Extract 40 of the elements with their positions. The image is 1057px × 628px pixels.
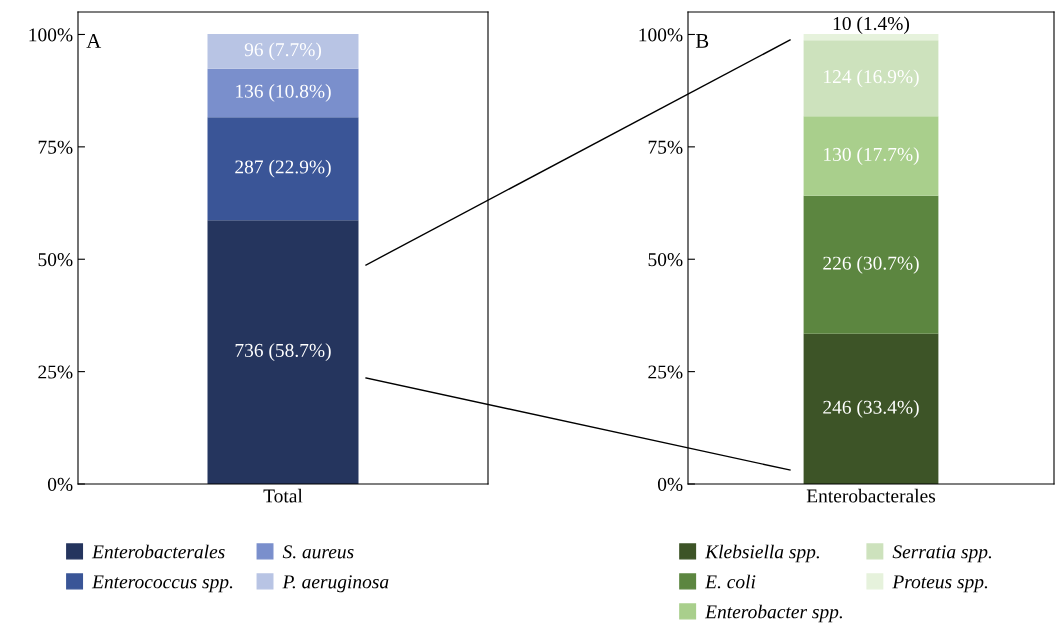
bar xyxy=(803,333,939,484)
data-label: 226 (30.7%) xyxy=(823,256,919,274)
legend-label: Proteus spp. xyxy=(892,575,988,593)
bar xyxy=(803,195,939,334)
data-label: 10 (1.4%) xyxy=(833,16,910,35)
bar xyxy=(803,40,939,117)
y-tick-label: 75% xyxy=(38,140,73,154)
x-tick-label: Total xyxy=(263,488,303,503)
data-label: 736 (58.7%) xyxy=(235,343,331,361)
legend-label: E. coli xyxy=(704,574,756,589)
legend-label: Enterococcus spp. xyxy=(91,575,233,593)
y-tick-label: 50% xyxy=(38,253,73,267)
y-tick-label: 0% xyxy=(657,477,683,491)
legend-label: P. aeruginosa xyxy=(282,575,389,593)
legend-label: Serratia spp. xyxy=(892,545,992,563)
text: A xyxy=(86,33,102,48)
bar xyxy=(207,220,359,484)
data-label: 287 (22.9%) xyxy=(235,159,331,178)
bar xyxy=(207,68,359,118)
data-label: 96 (7.7%) xyxy=(244,42,322,61)
data-label: 246 (33.4%) xyxy=(823,400,919,418)
data-label: 130 (17.7%) xyxy=(824,147,919,165)
y-tick-label: 50% xyxy=(648,253,683,267)
y-tick-label: 75% xyxy=(648,140,683,154)
text: B xyxy=(695,34,709,48)
legend-label: Klebsiella spp. xyxy=(704,544,819,563)
legend-label: S. aureus xyxy=(282,545,354,559)
legend-label: Enterobacterales xyxy=(91,544,225,559)
data-label: 136 (10.8%) xyxy=(236,84,331,102)
bar xyxy=(207,117,359,221)
y-tick-label: 25% xyxy=(648,365,683,379)
bar xyxy=(803,116,939,196)
bar xyxy=(207,34,359,69)
y-tick-label: 100% xyxy=(29,28,73,42)
y-tick-label: 0% xyxy=(47,477,73,491)
y-tick-label: 25% xyxy=(38,365,73,379)
data-label: 124 (16.9%) xyxy=(824,69,919,88)
y-tick-label: 100% xyxy=(639,28,683,42)
bar xyxy=(803,34,939,41)
legend-label: Enterobacter spp. xyxy=(704,604,842,623)
